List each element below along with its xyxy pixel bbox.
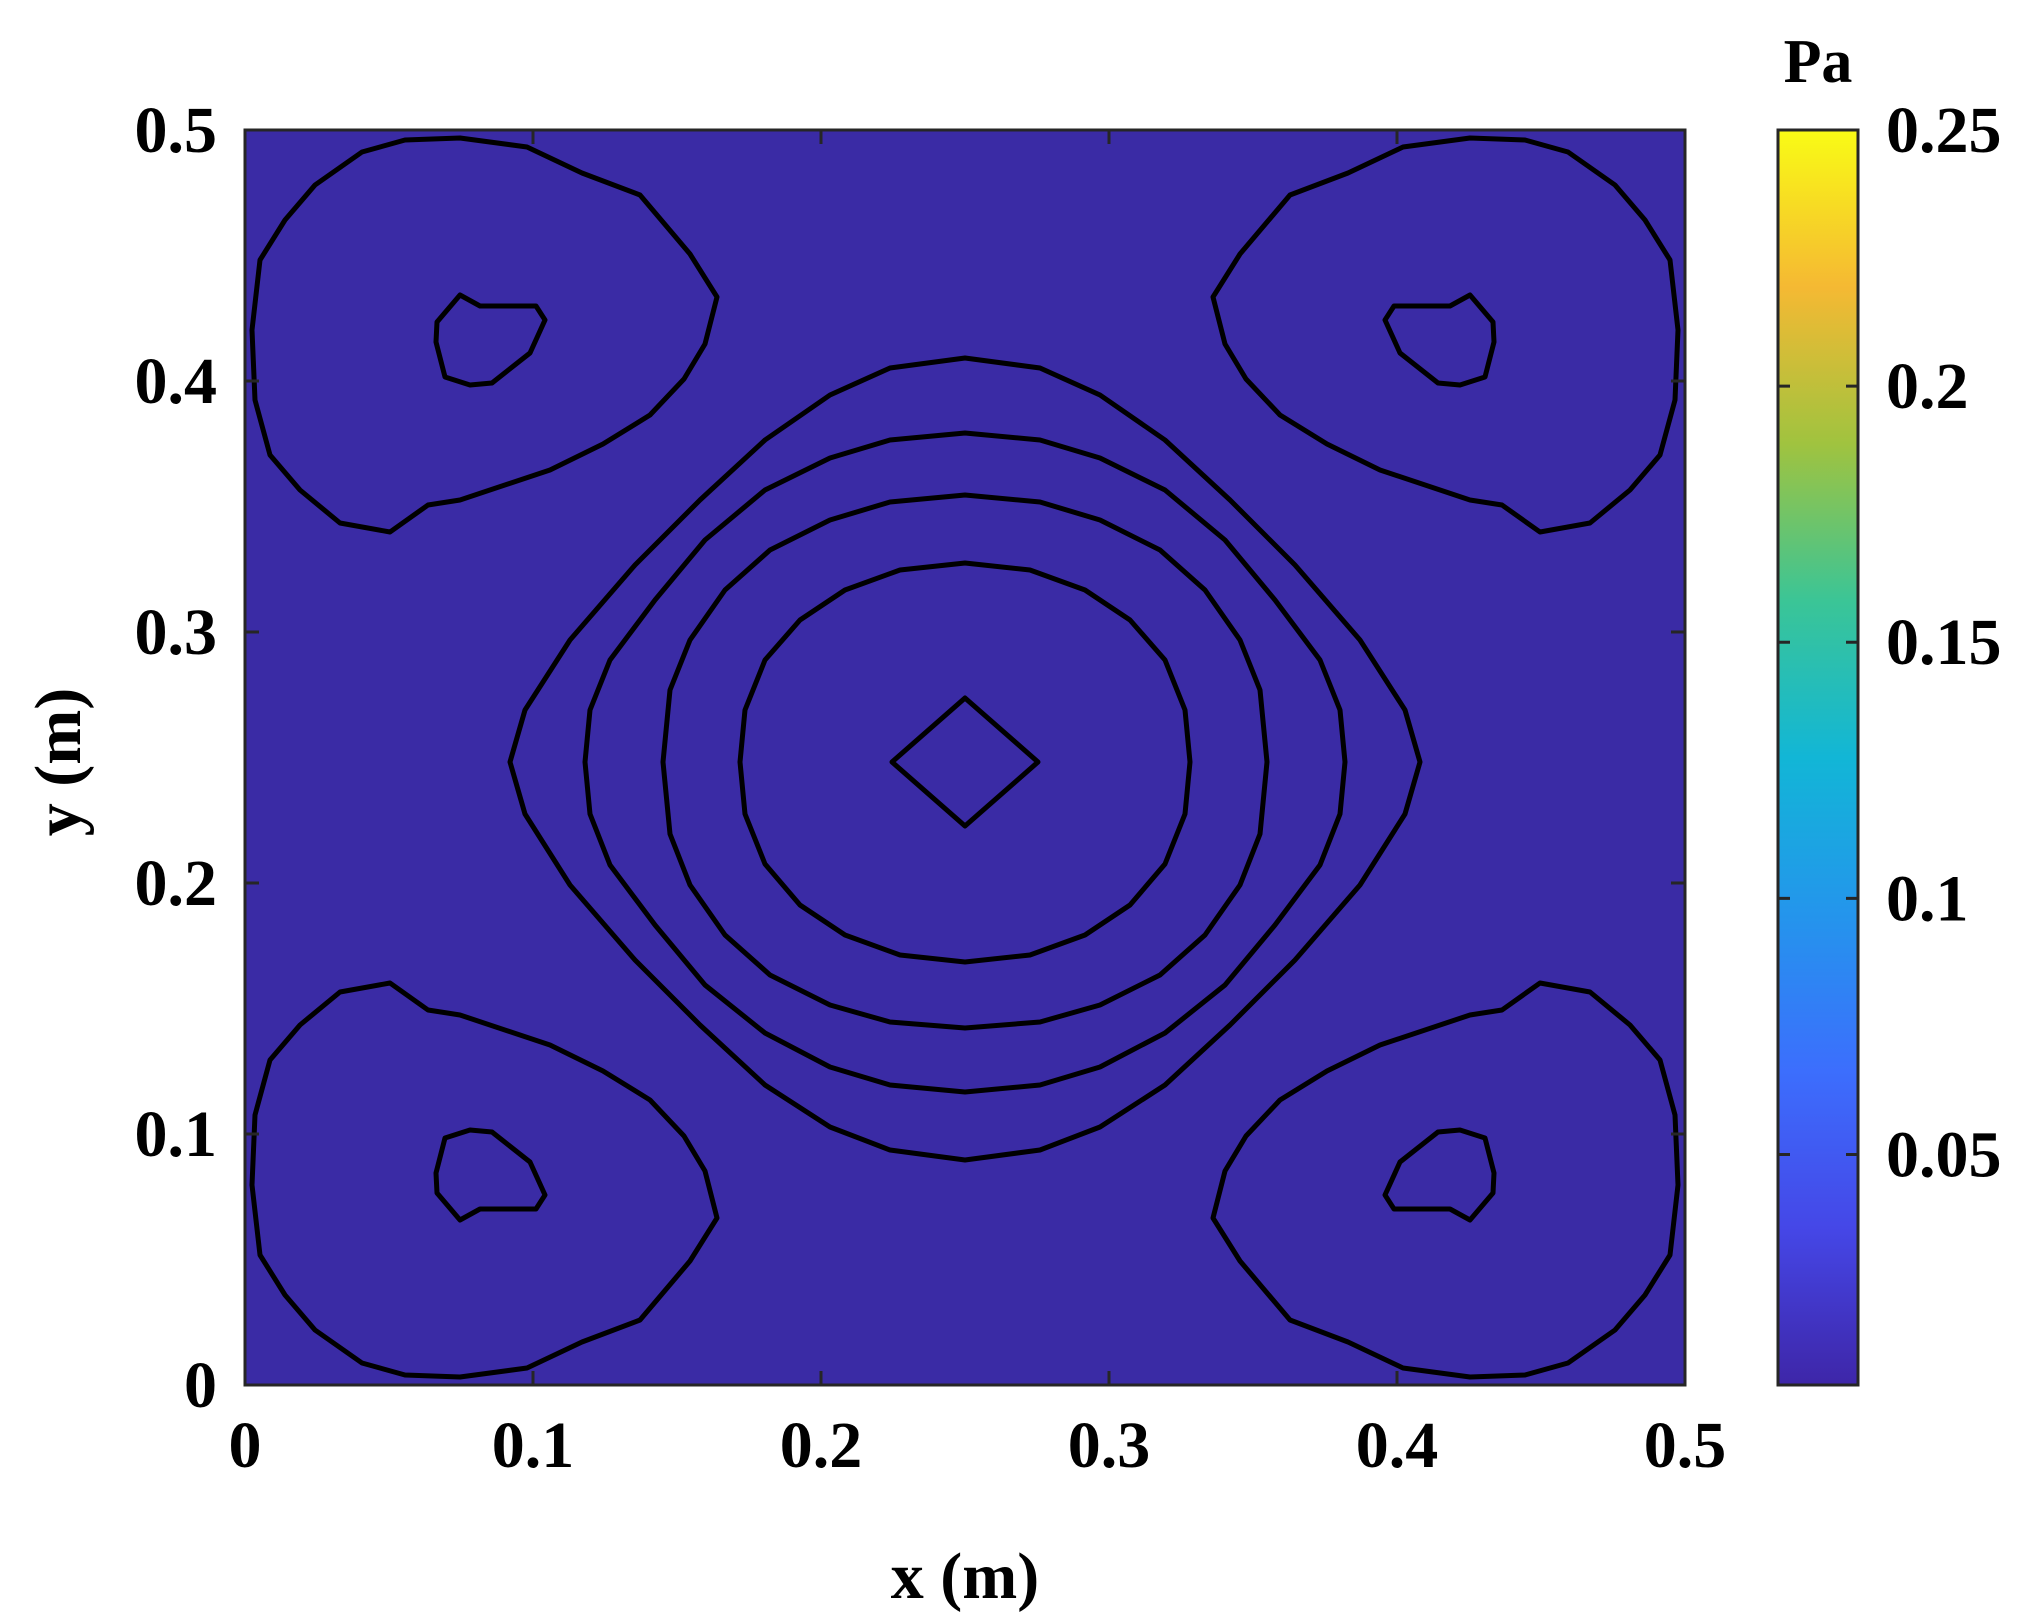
ring-level-0.1: [582, 430, 1348, 1095]
x-tick-label-4: 0.4: [1356, 1409, 1439, 1482]
island-top-left: [433, 292, 548, 388]
colorbar: [1776, 128, 1860, 1387]
y-tick-label-4: 0.4: [135, 345, 218, 418]
peak-level-0.25: [889, 695, 1041, 829]
y-tick-label-0: 0: [184, 1349, 217, 1422]
corner-contour-lobes: [249, 135, 1681, 1380]
x-axis-label: x (m): [891, 1540, 1039, 1613]
ring-level-0.15: [660, 492, 1270, 1031]
colorbar-tick-labels: 0.05 0.1 0.15 0.2 0.25: [1886, 94, 2002, 1191]
y-tick-label-1: 0.1: [135, 1098, 218, 1171]
axes-frame: [243, 128, 1687, 1387]
central-contour-rings: [507, 355, 1423, 1163]
y-tick-label-2: 0.2: [135, 847, 218, 920]
colorbar-tick-label-3: 0.2: [1886, 350, 1969, 423]
lobe-bottom-right: [1210, 980, 1681, 1380]
lobe-bottom-left: [249, 980, 720, 1380]
lobe-top-left: [249, 135, 720, 535]
island-bottom-left: [433, 1127, 548, 1223]
colorbar-tick-label-2: 0.15: [1886, 606, 2002, 679]
x-axis-tick-labels: 0 0.1 0.2 0.3 0.4 0.5: [229, 1409, 1727, 1482]
y-axis-tick-labels: 0 0.1 0.2 0.3 0.4 0.5: [135, 94, 218, 1422]
y-tick-label-3: 0.3: [135, 596, 218, 669]
colorbar-ticks: [1778, 128, 1858, 1156]
colorbar-unit-label: Pa: [1784, 28, 1853, 96]
x-tick-label-0: 0: [229, 1409, 262, 1482]
colorbar-tick-label-4: 0.25: [1886, 94, 2002, 167]
ring-level-0.2: [737, 560, 1193, 965]
y-axis-ticks: [245, 128, 1685, 1387]
plot-area-background: [245, 130, 1685, 1385]
colorbar-tick-label-0: 0.05: [1886, 1118, 2002, 1191]
island-top-right: [1382, 292, 1497, 388]
y-axis-label: y (m): [22, 688, 95, 836]
lobe-top-right: [1210, 135, 1681, 535]
x-tick-label-2: 0.2: [780, 1409, 863, 1482]
x-axis-ticks: [243, 130, 1687, 1385]
x-tick-label-1: 0.1: [492, 1409, 575, 1482]
island-bottom-right: [1382, 1127, 1497, 1223]
x-tick-label-5: 0.5: [1644, 1409, 1727, 1482]
ring-level-0.05: [507, 355, 1423, 1163]
y-tick-label-5: 0.5: [135, 94, 218, 167]
colorbar-tick-label-1: 0.1: [1886, 862, 1969, 935]
x-tick-label-3: 0.3: [1068, 1409, 1151, 1482]
